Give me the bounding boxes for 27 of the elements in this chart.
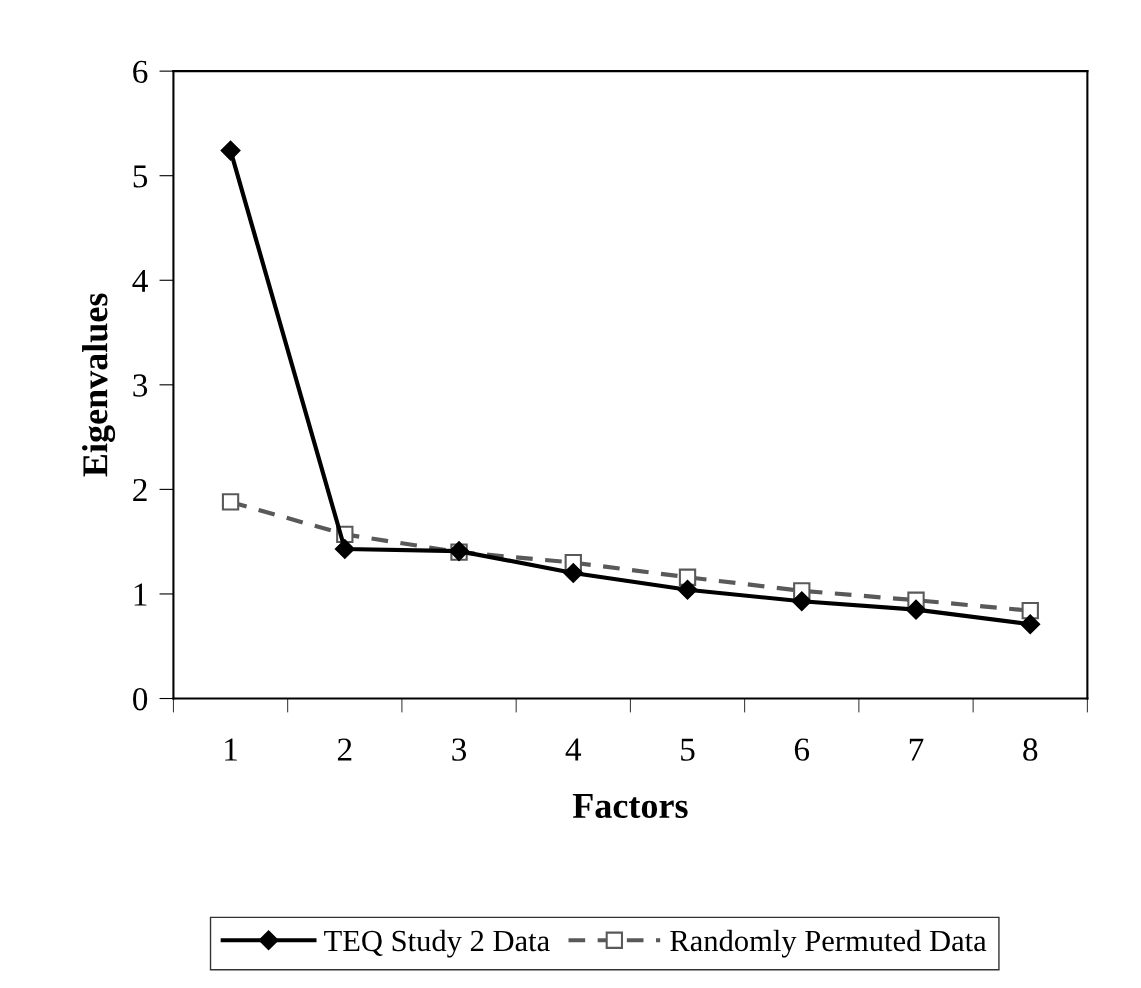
y-tick-label: 6 [133,60,148,84]
point [334,539,355,559]
point [563,563,584,583]
x-tick-label: 2 [337,738,352,761]
y-tick-label: 2 [133,478,147,501]
x-tick-label: 7 [909,738,924,761]
legend-label: TEQ Study 2 Data [324,929,550,958]
point [221,493,240,511]
point [1020,614,1041,635]
x-axis-title: Factors [572,794,688,819]
y-tick-label: 1 [134,583,147,606]
y-tick-label: 0 [133,687,148,711]
point [906,599,926,620]
x-tick-label: 4 [565,738,582,761]
x-tick-label: 8 [1023,738,1038,761]
x-tick-label: 3 [452,738,467,761]
y-tick-label: 3 [133,374,148,397]
point [220,140,241,161]
y-axis-title: Eigenvalues [82,293,116,477]
point [677,579,698,600]
y-tick-label: 5 [133,165,148,188]
legend-label: Randomly Permuted Data [670,929,987,958]
y-tick-label: 4 [132,269,148,292]
x-tick-label: 5 [681,738,695,761]
x-tick-label: 1 [225,738,237,761]
x-tick-label: 6 [794,738,810,761]
point [791,591,812,612]
